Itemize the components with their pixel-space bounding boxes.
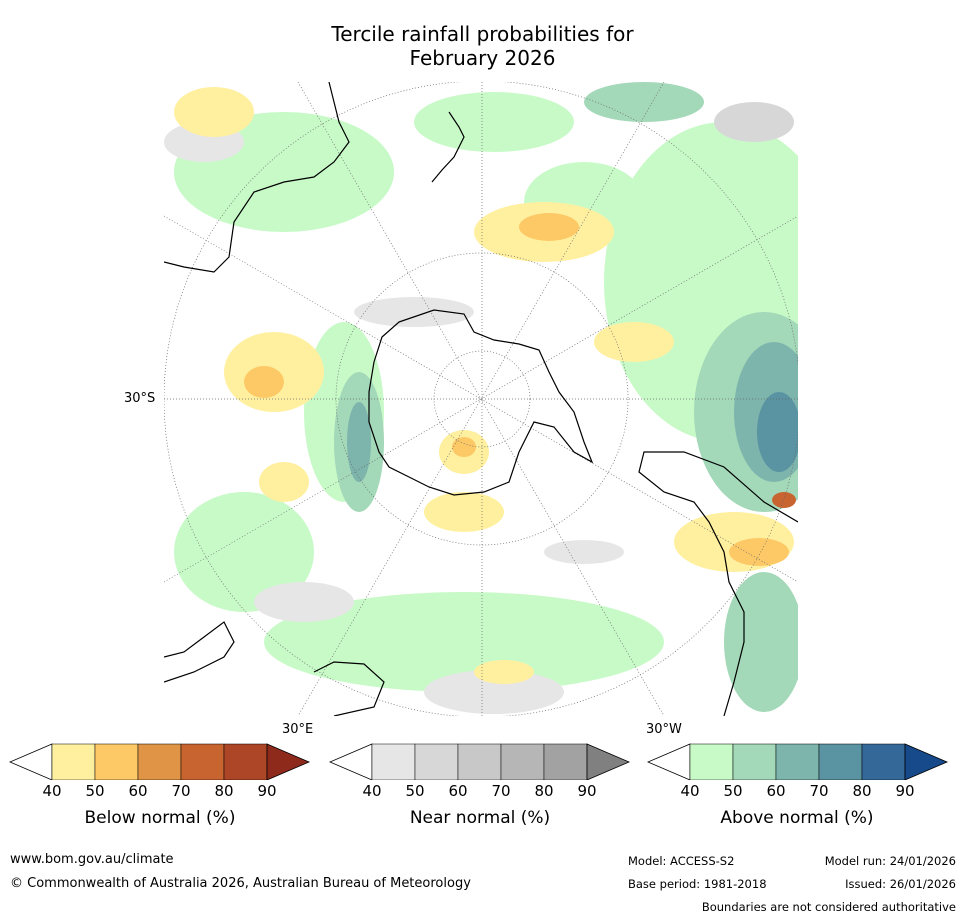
legend-below-normal bbox=[8, 740, 311, 784]
colorbar-min-extension bbox=[646, 743, 691, 781]
website-text: www.bom.gov.au/climate bbox=[10, 852, 174, 867]
legend-title-near: Near normal (%) bbox=[409, 808, 551, 828]
colorbar-tick-label: 40 bbox=[680, 782, 700, 800]
colorbar-segment bbox=[94, 743, 139, 781]
colorbar-tick-label: 50 bbox=[723, 782, 743, 800]
colorbar-min-extension bbox=[328, 743, 373, 781]
colorbar-max-extension bbox=[586, 743, 631, 781]
colorbar-below bbox=[8, 743, 311, 781]
colorbar-tick-label: 60 bbox=[766, 782, 786, 800]
colorbar-segment bbox=[818, 743, 863, 781]
colorbar-tick-label: 50 bbox=[405, 782, 425, 800]
model-text: Model: ACCESS-S2 bbox=[628, 854, 735, 868]
colorbar-tick-label: 40 bbox=[42, 782, 62, 800]
probability-shading bbox=[164, 82, 798, 714]
colorbar-tick-label: 80 bbox=[214, 782, 234, 800]
colorbar-segment bbox=[414, 743, 459, 781]
colorbar-segment bbox=[457, 743, 502, 781]
colorbar-segment bbox=[371, 743, 416, 781]
colorbar-min-extension bbox=[8, 743, 53, 781]
colorbar-tick-label: 60 bbox=[128, 782, 148, 800]
legend-near-normal bbox=[328, 740, 631, 784]
colorbar-max-extension bbox=[904, 743, 949, 781]
colorbar-tick-label: 90 bbox=[895, 782, 915, 800]
colorbar-tick-label: 40 bbox=[362, 782, 382, 800]
colorbar-segment bbox=[689, 743, 734, 781]
colorbar-tick-label: 80 bbox=[534, 782, 554, 800]
legend-above-normal bbox=[646, 740, 949, 784]
model-run-text: Model run: 24/01/2026 bbox=[824, 854, 956, 868]
colorbar-segment bbox=[861, 743, 906, 781]
map-title-line1: Tercile rainfall probabilities for bbox=[331, 22, 634, 46]
copyright-text: © Commonwealth of Australia 2026, Austra… bbox=[10, 876, 471, 891]
colorbar-segment bbox=[223, 743, 268, 781]
colorbar-tick-label: 70 bbox=[809, 782, 829, 800]
colorbar-segment bbox=[51, 743, 96, 781]
colorbar-tick-label: 90 bbox=[257, 782, 277, 800]
colorbar-segment bbox=[137, 743, 182, 781]
colorbar-segment bbox=[180, 743, 225, 781]
colorbar-near bbox=[328, 743, 631, 781]
new-zealand-coast bbox=[431, 111, 465, 183]
legend-title-below: Below normal (%) bbox=[84, 808, 236, 828]
colorbar-segment bbox=[775, 743, 820, 781]
disclaimer-text: Boundaries are not considered authoritat… bbox=[701, 900, 956, 914]
colorbar-segment bbox=[543, 743, 588, 781]
longitude-label-30w: 30°W bbox=[646, 722, 682, 737]
base-period-text: Base period: 1981-2018 bbox=[628, 877, 767, 891]
colorbar-max-extension bbox=[266, 743, 311, 781]
graticule bbox=[164, 82, 798, 716]
issued-text: Issued: 26/01/2026 bbox=[845, 877, 956, 891]
africa-coast bbox=[164, 621, 235, 683]
colorbar-tick-label: 60 bbox=[448, 782, 468, 800]
colorbar-tick-label: 50 bbox=[85, 782, 105, 800]
colorbar-tick-label: 70 bbox=[171, 782, 191, 800]
colorbar-segment bbox=[732, 743, 777, 781]
colorbar-tick-label: 80 bbox=[852, 782, 872, 800]
coastlines bbox=[164, 82, 798, 716]
latitude-label-30s: 30°S bbox=[124, 391, 156, 406]
colorbar-tick-label: 70 bbox=[491, 782, 511, 800]
antarctica-coast bbox=[368, 309, 594, 496]
madagascar-coast bbox=[313, 661, 385, 716]
polar-map bbox=[164, 82, 798, 716]
australia-coast bbox=[164, 82, 350, 273]
longitude-label-30e: 30°E bbox=[282, 722, 314, 737]
south-america-coast bbox=[638, 451, 798, 716]
legend-title-above: Above normal (%) bbox=[720, 808, 874, 828]
colorbar-segment bbox=[500, 743, 545, 781]
colorbar-tick-label: 90 bbox=[577, 782, 597, 800]
colorbar-above bbox=[646, 743, 949, 781]
map-title-line2: February 2026 bbox=[409, 46, 556, 70]
